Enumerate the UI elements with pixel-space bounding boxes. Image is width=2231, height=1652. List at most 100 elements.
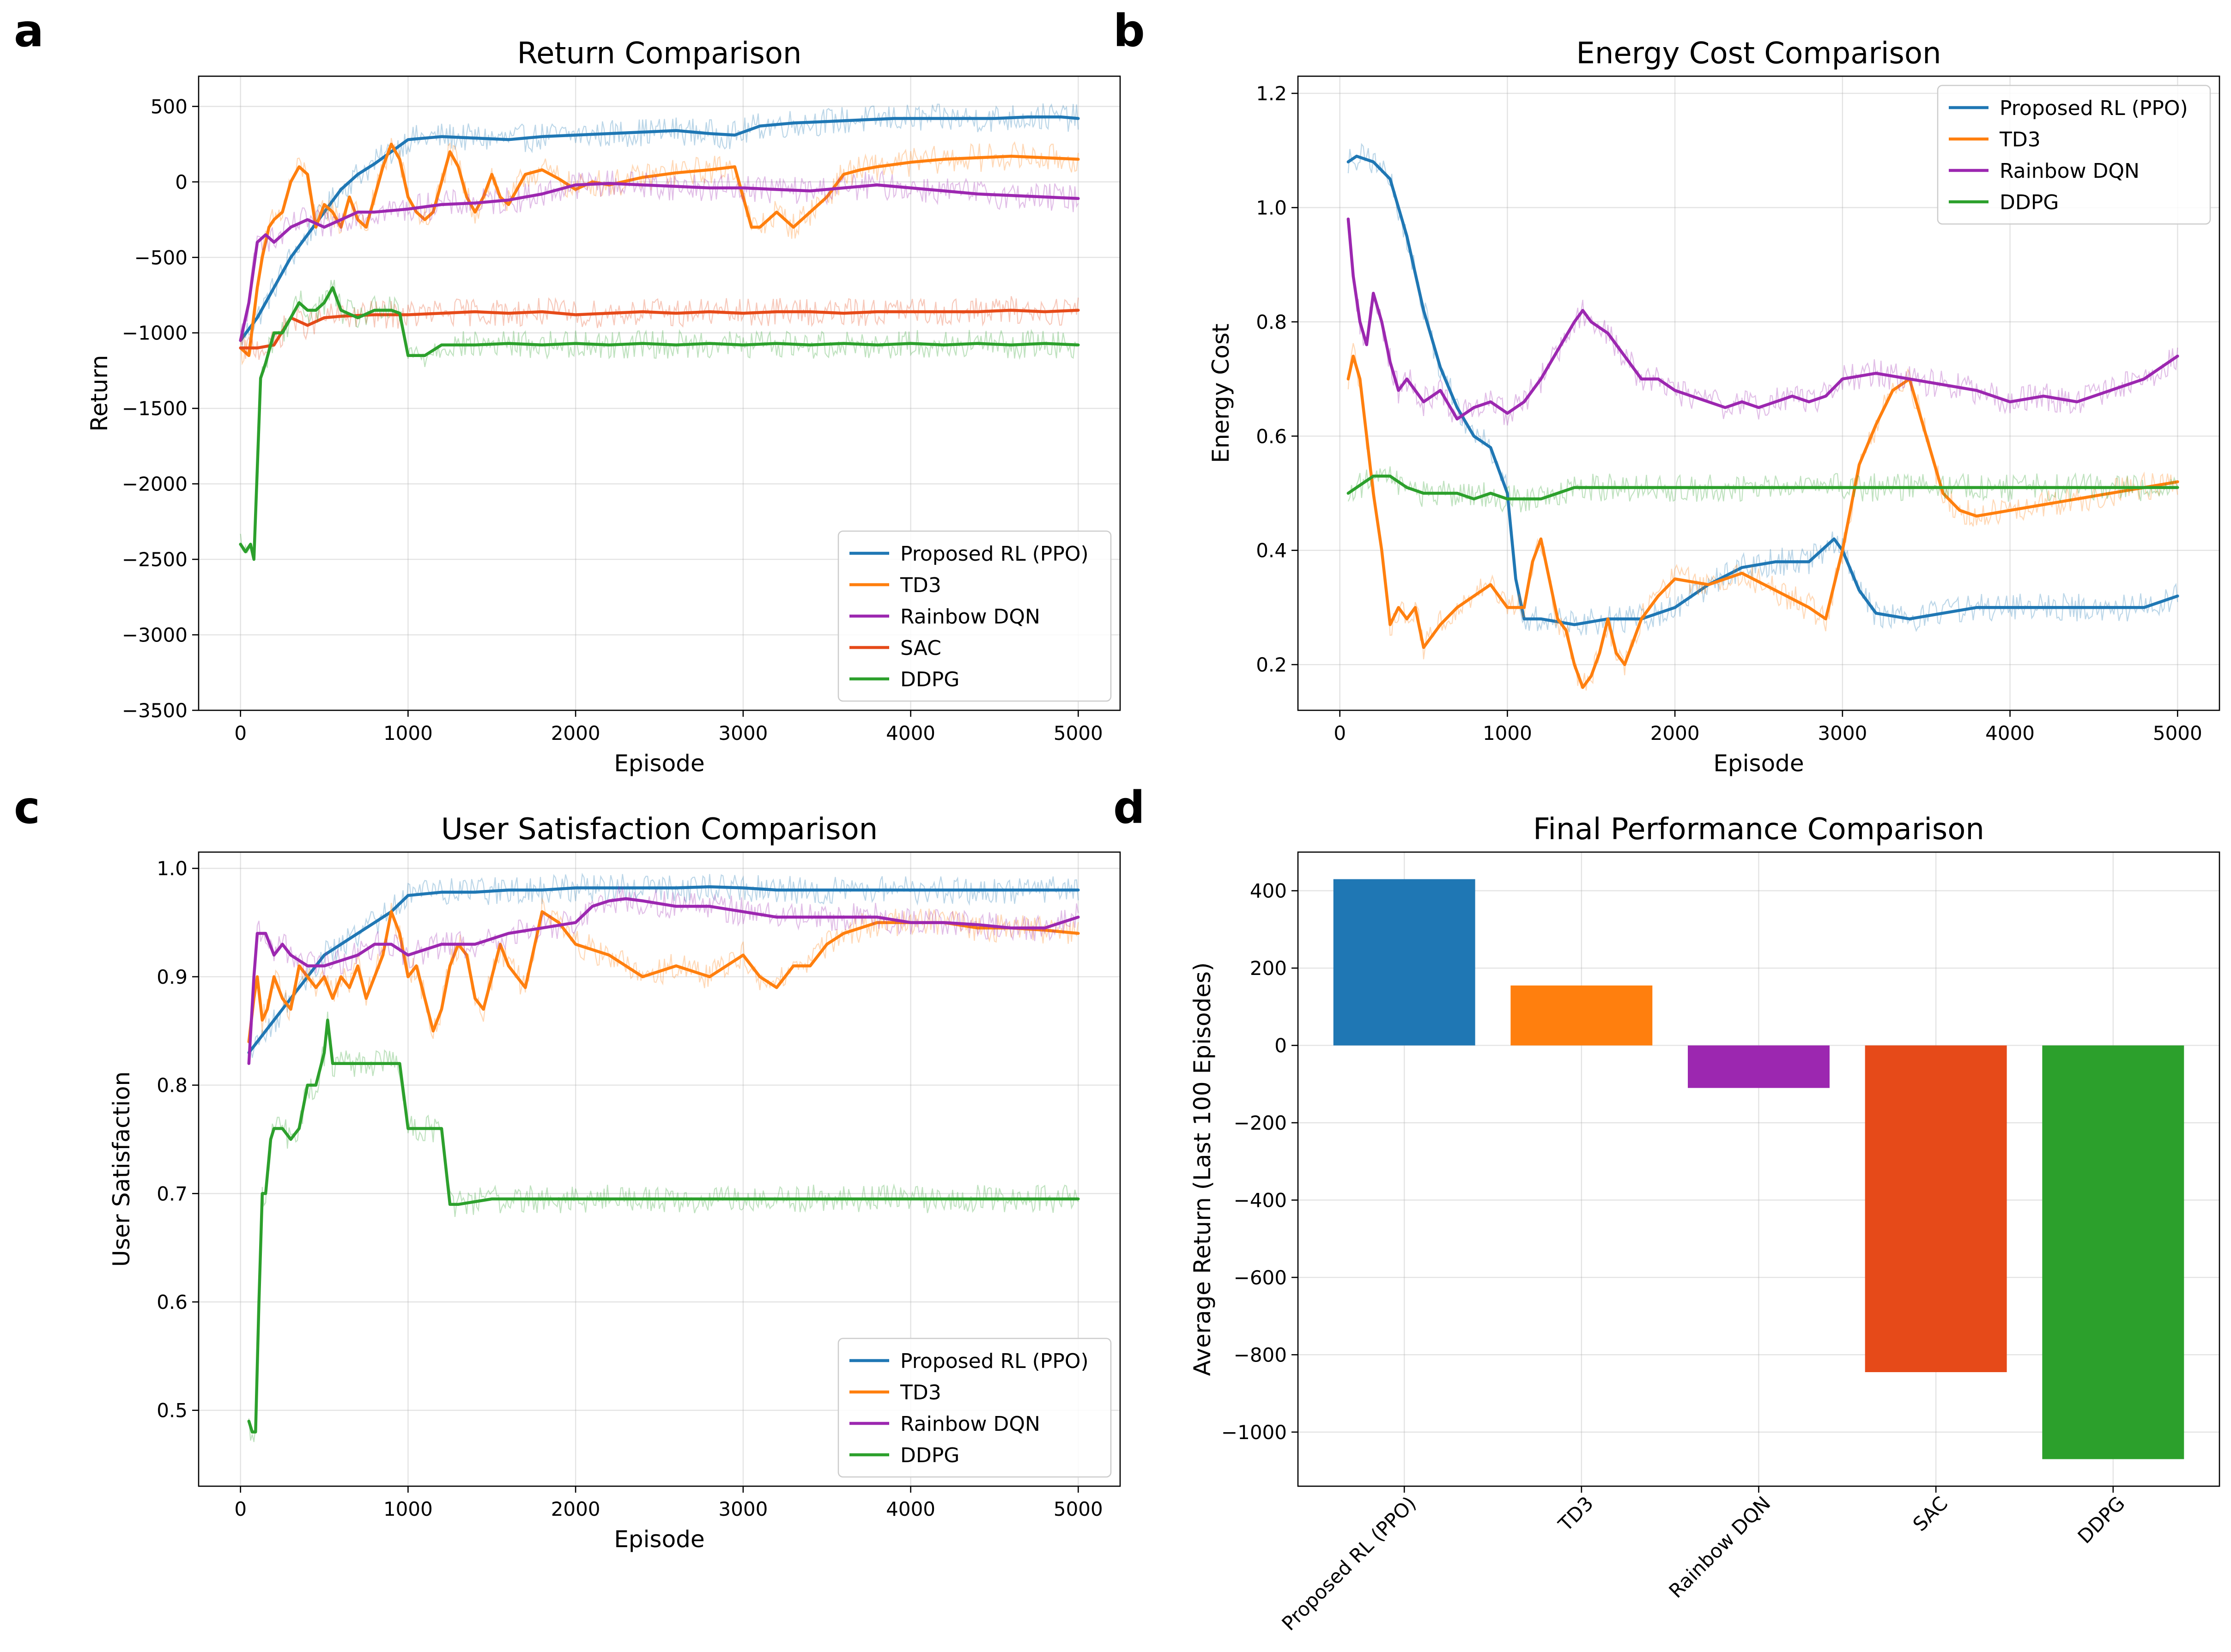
- legend-label-td3: TD3: [1999, 128, 2041, 151]
- legend: Proposed RL (PPO) TD3 Rainbow DQN SAC DDPG: [837, 530, 1112, 702]
- x-tick-label: 3000: [718, 1498, 768, 1520]
- x-tick-label: 0: [1334, 722, 1346, 744]
- y-tick-label: 0.4: [1256, 539, 1287, 562]
- series-raw-ddpg: [240, 279, 1079, 556]
- legend-label-td3: TD3: [900, 574, 941, 597]
- x-tick-label: 4000: [886, 1498, 935, 1520]
- series-line-ddpg: [247, 1018, 1080, 1434]
- plot-frame: [1297, 851, 2220, 1487]
- y-tick-label: −1000: [122, 322, 188, 345]
- x-tick-label: SAC: [1909, 1492, 1952, 1536]
- y-tick-label: 0.9: [157, 966, 188, 988]
- legend-label-ddpg: DDPG: [900, 1444, 959, 1467]
- x-tick-label: 5000: [2153, 722, 2202, 744]
- x-tick-label: 4000: [1985, 722, 2035, 744]
- legend-label-proposed-rl-ppo: Proposed RL (PPO): [900, 542, 1089, 566]
- legend: Proposed RL (PPO) TD3 Rainbow DQN DDPG: [837, 1337, 1112, 1478]
- series-line-proposed-rl-ppo: [247, 885, 1080, 1054]
- legend-label-proposed-rl-ppo: Proposed RL (PPO): [2000, 97, 2188, 120]
- chart-title: Energy Cost Comparison: [1576, 36, 1941, 71]
- panel-d: d Final Performance Comparison −1000 −800 −6…: [1113, 782, 2220, 1635]
- plot-area: [247, 872, 1080, 1442]
- y-axis-label: Return: [86, 355, 113, 432]
- x-axis-label: Episode: [614, 750, 704, 777]
- y-tick-label: −200: [1234, 1112, 1287, 1134]
- y-tick-label: −800: [1234, 1343, 1287, 1366]
- x-tick-label: TD3: [1554, 1492, 1598, 1536]
- legend-label-ddpg: DDPG: [900, 668, 959, 691]
- y-tick-label: 0.7: [157, 1182, 188, 1205]
- series-raw-proposed-rl-ppo: [248, 872, 1079, 1058]
- y-tick-label: 0.5: [157, 1399, 188, 1422]
- y-tick-label: −1500: [122, 397, 188, 420]
- series-line-td3: [239, 142, 1080, 357]
- y-tick-label: 400: [1250, 880, 1287, 902]
- x-axis-label: Episode: [614, 1526, 704, 1553]
- y-tick-label: 0: [1274, 1035, 1287, 1057]
- legend-label-sac: SAC: [900, 636, 941, 660]
- series-raw-rainbow-dqn: [248, 886, 1079, 1062]
- x-tick-label: 2000: [1650, 722, 1700, 744]
- y-tick-label: 0.2: [1256, 654, 1287, 676]
- y-tick-label: 500: [151, 95, 188, 118]
- series-line-ddpg: [239, 286, 1080, 561]
- y-tick-label: −400: [1234, 1189, 1287, 1211]
- x-tick-label: 0: [234, 1498, 247, 1520]
- y-tick-label: 200: [1250, 957, 1287, 980]
- chart-title: Final Performance Comparison: [1533, 812, 1984, 847]
- series-line-sac: [239, 309, 1080, 350]
- grid: [199, 76, 1120, 711]
- x-tick-label: 2000: [551, 722, 600, 744]
- series-raw-proposed-rl-ppo: [240, 103, 1079, 347]
- series-line-proposed-rl-ppo: [1346, 154, 2179, 626]
- x-tick-label: 5000: [1054, 1498, 1103, 1520]
- y-axis-label: User Satisfaction: [108, 1071, 135, 1267]
- legend-box: [837, 1337, 1112, 1478]
- panel-letter: c: [14, 782, 40, 834]
- plot-area: [239, 103, 1080, 561]
- series-line-rainbow-dqn: [247, 897, 1080, 1065]
- x-tick-label: 3000: [1818, 722, 1867, 744]
- y-axis-label: Average Return (Last 100 Episodes): [1189, 962, 1216, 1376]
- y-tick-label: 1.0: [1256, 196, 1287, 219]
- bar-td3: [1510, 985, 1653, 1046]
- x-tick-label: 1000: [383, 1498, 433, 1520]
- bar-proposed-rl-ppo: [1333, 879, 1475, 1046]
- series-line-rainbow-dqn: [1346, 217, 2179, 421]
- chart-title: User Satisfaction Comparison: [441, 812, 878, 847]
- y-tick-label: −3500: [122, 699, 188, 722]
- y-tick-label: −2500: [122, 548, 188, 571]
- y-tick-label: −2000: [122, 473, 188, 496]
- legend-label-td3: TD3: [900, 1381, 941, 1404]
- bar-ddpg: [2042, 1045, 2184, 1459]
- legend-box: [837, 530, 1112, 702]
- y-tick-label: −1000: [1221, 1421, 1287, 1444]
- y-axis-label: Energy Cost: [1207, 323, 1234, 463]
- series-raw-ddpg: [248, 1011, 1079, 1442]
- y-tick-label: 0.8: [1256, 311, 1287, 333]
- y-tick-label: 0.8: [157, 1074, 188, 1097]
- series-line-ddpg: [1346, 474, 2179, 501]
- x-tick-label: Proposed RL (PPO): [1277, 1492, 1420, 1635]
- plot-area: [1346, 143, 2179, 691]
- legend-label-ddpg: DDPG: [2000, 191, 2059, 214]
- x-tick-label: 2000: [551, 1498, 600, 1520]
- series-line-td3: [247, 910, 1080, 1043]
- series-raw-ddpg: [1347, 466, 2178, 513]
- panel-b: b Energy Cost Comparison 0 1000 2000 3000 4000…: [1113, 5, 2220, 777]
- y-tick-label: −600: [1234, 1266, 1287, 1289]
- x-tick-label: DDPG: [2073, 1492, 2129, 1548]
- x-tick-label: 1000: [1483, 722, 1532, 744]
- series-line-td3: [1346, 354, 2179, 689]
- plot-frame: [198, 851, 1121, 1487]
- y-tick-label: 1.0: [157, 857, 188, 880]
- y-tick-label: 0.6: [157, 1291, 188, 1313]
- x-axis-label: Episode: [1713, 750, 1804, 777]
- plot-frame: [198, 75, 1121, 711]
- y-tick-label: 0.6: [1256, 425, 1287, 448]
- series-raw-rainbow-dqn: [1347, 228, 2178, 426]
- series-line-rainbow-dqn: [239, 182, 1080, 342]
- bar-rainbow-dqn: [1688, 1045, 1830, 1088]
